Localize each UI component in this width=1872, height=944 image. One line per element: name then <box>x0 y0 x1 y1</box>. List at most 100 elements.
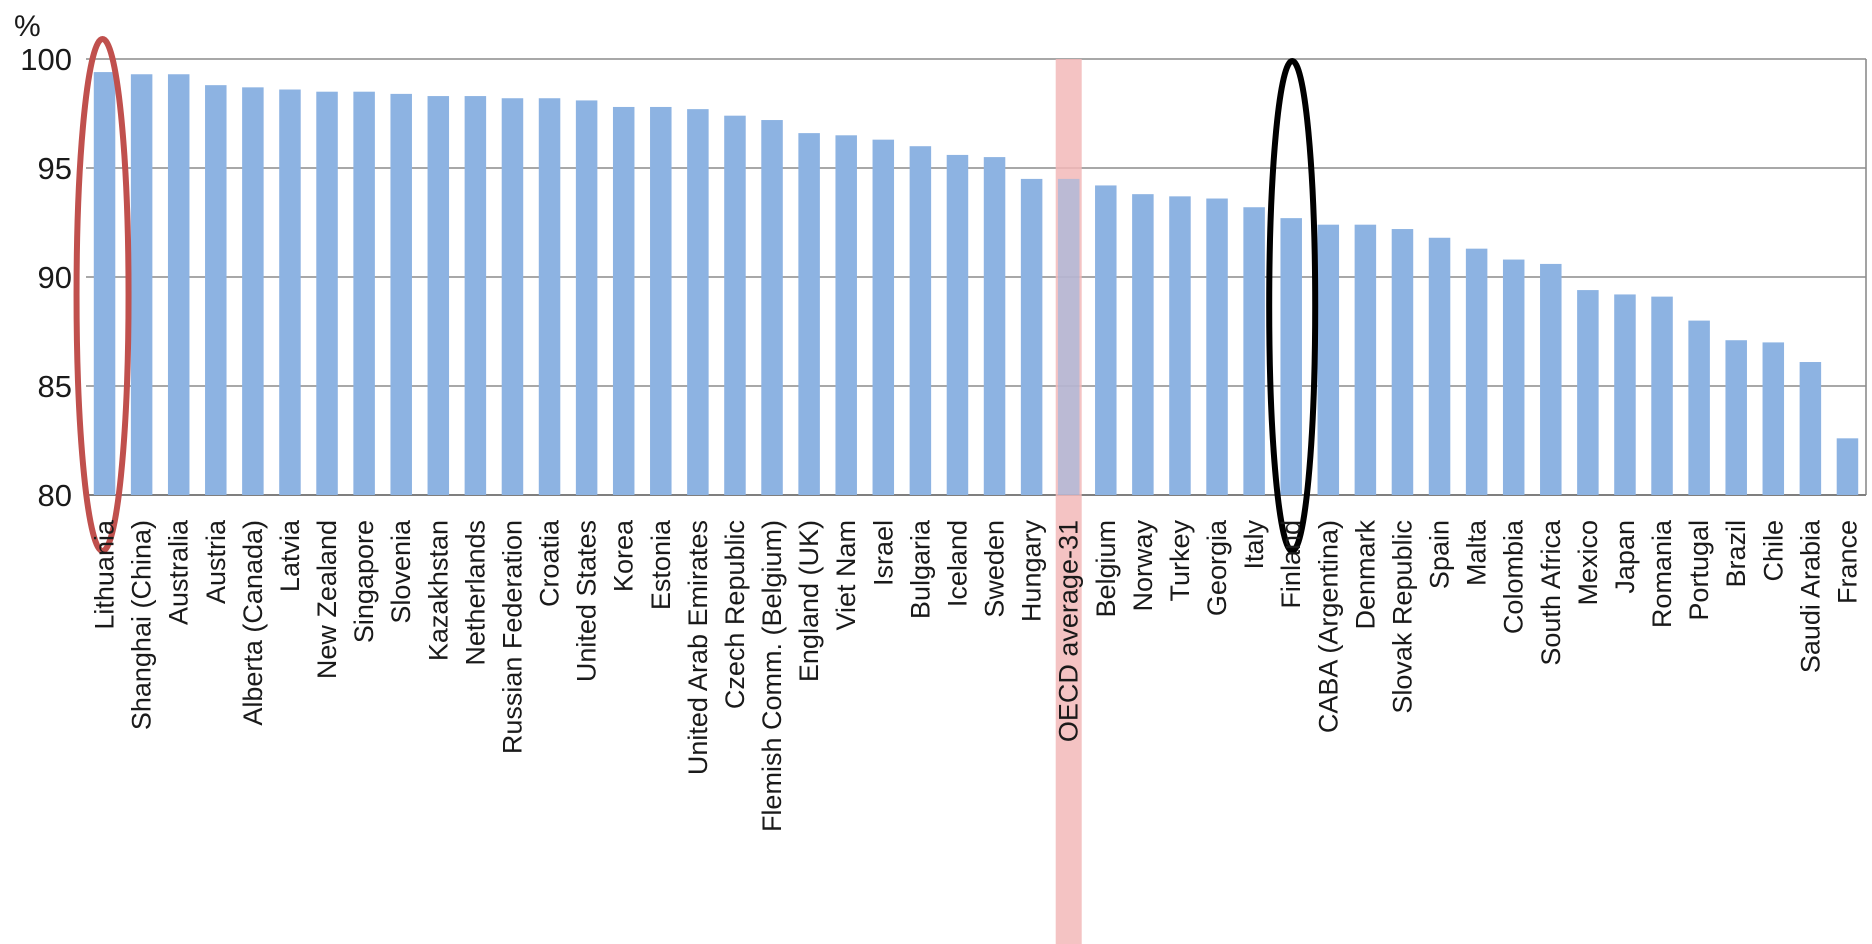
bar-belgium <box>1095 185 1117 495</box>
bar-mexico <box>1577 290 1599 495</box>
bar-turkey <box>1169 196 1191 495</box>
x-tick-label: Finland <box>1276 520 1306 609</box>
bar-kazakhstan <box>427 96 450 495</box>
bar-japan <box>1614 294 1636 495</box>
bars <box>93 59 1859 944</box>
bar-south-africa <box>1540 263 1562 495</box>
x-tick-label: Viet Nam <box>831 520 861 631</box>
x-tick-label: Flemish Comm. (Belgium) <box>757 520 787 832</box>
bar-slovenia <box>390 93 412 495</box>
bar-austria <box>205 85 227 495</box>
bar-croatia <box>538 98 561 496</box>
x-tick-label: Latvia <box>275 519 305 592</box>
x-tick-label: Croatia <box>535 519 565 607</box>
x-tick-label: Israel <box>868 520 898 586</box>
bar-caba-argentina <box>1317 224 1340 495</box>
x-tick-label: Netherlands <box>460 520 490 666</box>
x-tick-label: Slovak Republic <box>1387 520 1417 714</box>
bar-united-arab-emirates <box>687 109 709 495</box>
x-tick-label: Alberta (Canada) <box>238 520 268 726</box>
bar-finland <box>1280 218 1302 495</box>
x-tick-label: OECD average-31 <box>1054 520 1084 742</box>
bar-chile <box>1762 342 1785 495</box>
bar-australia <box>167 74 190 495</box>
bar-romania <box>1651 296 1673 495</box>
x-tick-label: Denmark <box>1350 520 1380 630</box>
bar-spain <box>1428 237 1451 495</box>
bar-estonia <box>650 106 672 496</box>
bar-bulgaria <box>909 146 932 495</box>
bar-lithuania <box>93 72 116 495</box>
x-tick-label: France <box>1832 520 1862 604</box>
x-tick-label: Shanghai (China) <box>127 520 157 730</box>
x-tick-label: Chile <box>1758 520 1788 582</box>
x-axis-labels: Lithuania Shanghai (China) Australia Austri… <box>90 519 1863 832</box>
bar-united-states <box>575 100 598 496</box>
bar-russian-federation <box>501 98 524 496</box>
annotations <box>73 36 1319 554</box>
y-tick-label-80: 80 <box>38 478 72 513</box>
x-tick-label: Turkey <box>1165 520 1195 602</box>
x-tick-label: Mexico <box>1573 520 1603 606</box>
annotation-ellipse-lithuania <box>73 36 132 554</box>
x-tick-label: Saudi Arabia <box>1795 519 1825 673</box>
bar-saudi-arabia <box>1799 362 1822 495</box>
x-tick-label: Kazakhstan <box>423 520 453 661</box>
x-tick-label: Iceland <box>942 520 972 607</box>
x-tick-label: Romania <box>1647 519 1677 628</box>
y-axis-ticks: 80 85 90 95 100 <box>20 42 72 513</box>
bar-hungary <box>1020 178 1043 495</box>
bar-shanghai-china <box>130 74 153 495</box>
x-tick-label: Czech Republic <box>720 520 750 709</box>
bar-england-uk <box>798 133 820 495</box>
y-tick-label-90: 90 <box>38 260 72 295</box>
bar-netherlands <box>464 96 487 495</box>
bar-denmark <box>1354 224 1377 495</box>
bar-sweden <box>983 157 1006 495</box>
x-tick-label: Korea <box>609 519 639 592</box>
x-tick-label: Estonia <box>646 519 676 610</box>
bar-iceland <box>946 154 969 496</box>
x-tick-label: Norway <box>1128 520 1158 612</box>
x-tick-label: Lithuania <box>90 519 120 630</box>
x-tick-label: Colombia <box>1499 519 1529 634</box>
bar-brazil <box>1725 340 1747 495</box>
bar-georgia <box>1206 198 1228 495</box>
x-tick-label: Australia <box>164 519 194 625</box>
x-tick-label: Austria <box>201 519 231 604</box>
bar-france <box>1836 438 1859 495</box>
y-tick-label-100: 100 <box>20 42 72 77</box>
x-tick-label: Malta <box>1462 519 1492 586</box>
x-tick-label: Sweden <box>980 520 1010 618</box>
x-tick-label: Russian Federation <box>497 520 527 754</box>
annotation-ellipse-finland <box>1266 58 1319 554</box>
x-tick-label: CABA (Argentina) <box>1313 520 1343 733</box>
x-tick-label: England (UK) <box>794 520 824 682</box>
x-tick-label: South Africa <box>1536 519 1566 666</box>
bar-italy <box>1243 207 1265 496</box>
x-tick-label: Italy <box>1239 520 1269 570</box>
x-tick-label: Spain <box>1425 520 1455 589</box>
bar-portugal <box>1688 320 1710 495</box>
x-tick-label: United Arab Emirates <box>683 520 713 775</box>
x-tick-label: Brazil <box>1721 520 1751 588</box>
bar-norway <box>1132 194 1154 495</box>
bar-singapore <box>353 91 375 495</box>
bar-latvia <box>279 89 301 496</box>
bar-colombia <box>1502 259 1525 495</box>
x-tick-label: United States <box>572 520 602 682</box>
x-tick-label: Hungary <box>1017 520 1047 623</box>
bar-viet-nam <box>835 135 857 496</box>
y-tick-label-95: 95 <box>38 151 72 186</box>
bar-korea <box>612 106 635 496</box>
bar-new-zealand <box>316 91 338 495</box>
x-tick-label: Georgia <box>1202 519 1232 616</box>
bar-israel <box>872 139 895 495</box>
bar-flemish-comm-belgium <box>761 120 783 495</box>
x-tick-label: Belgium <box>1091 520 1121 618</box>
bar-malta <box>1465 248 1488 495</box>
x-tick-label: Slovenia <box>386 519 416 624</box>
x-tick-label: Singapore <box>349 520 379 643</box>
x-tick-label: Japan <box>1610 520 1640 594</box>
